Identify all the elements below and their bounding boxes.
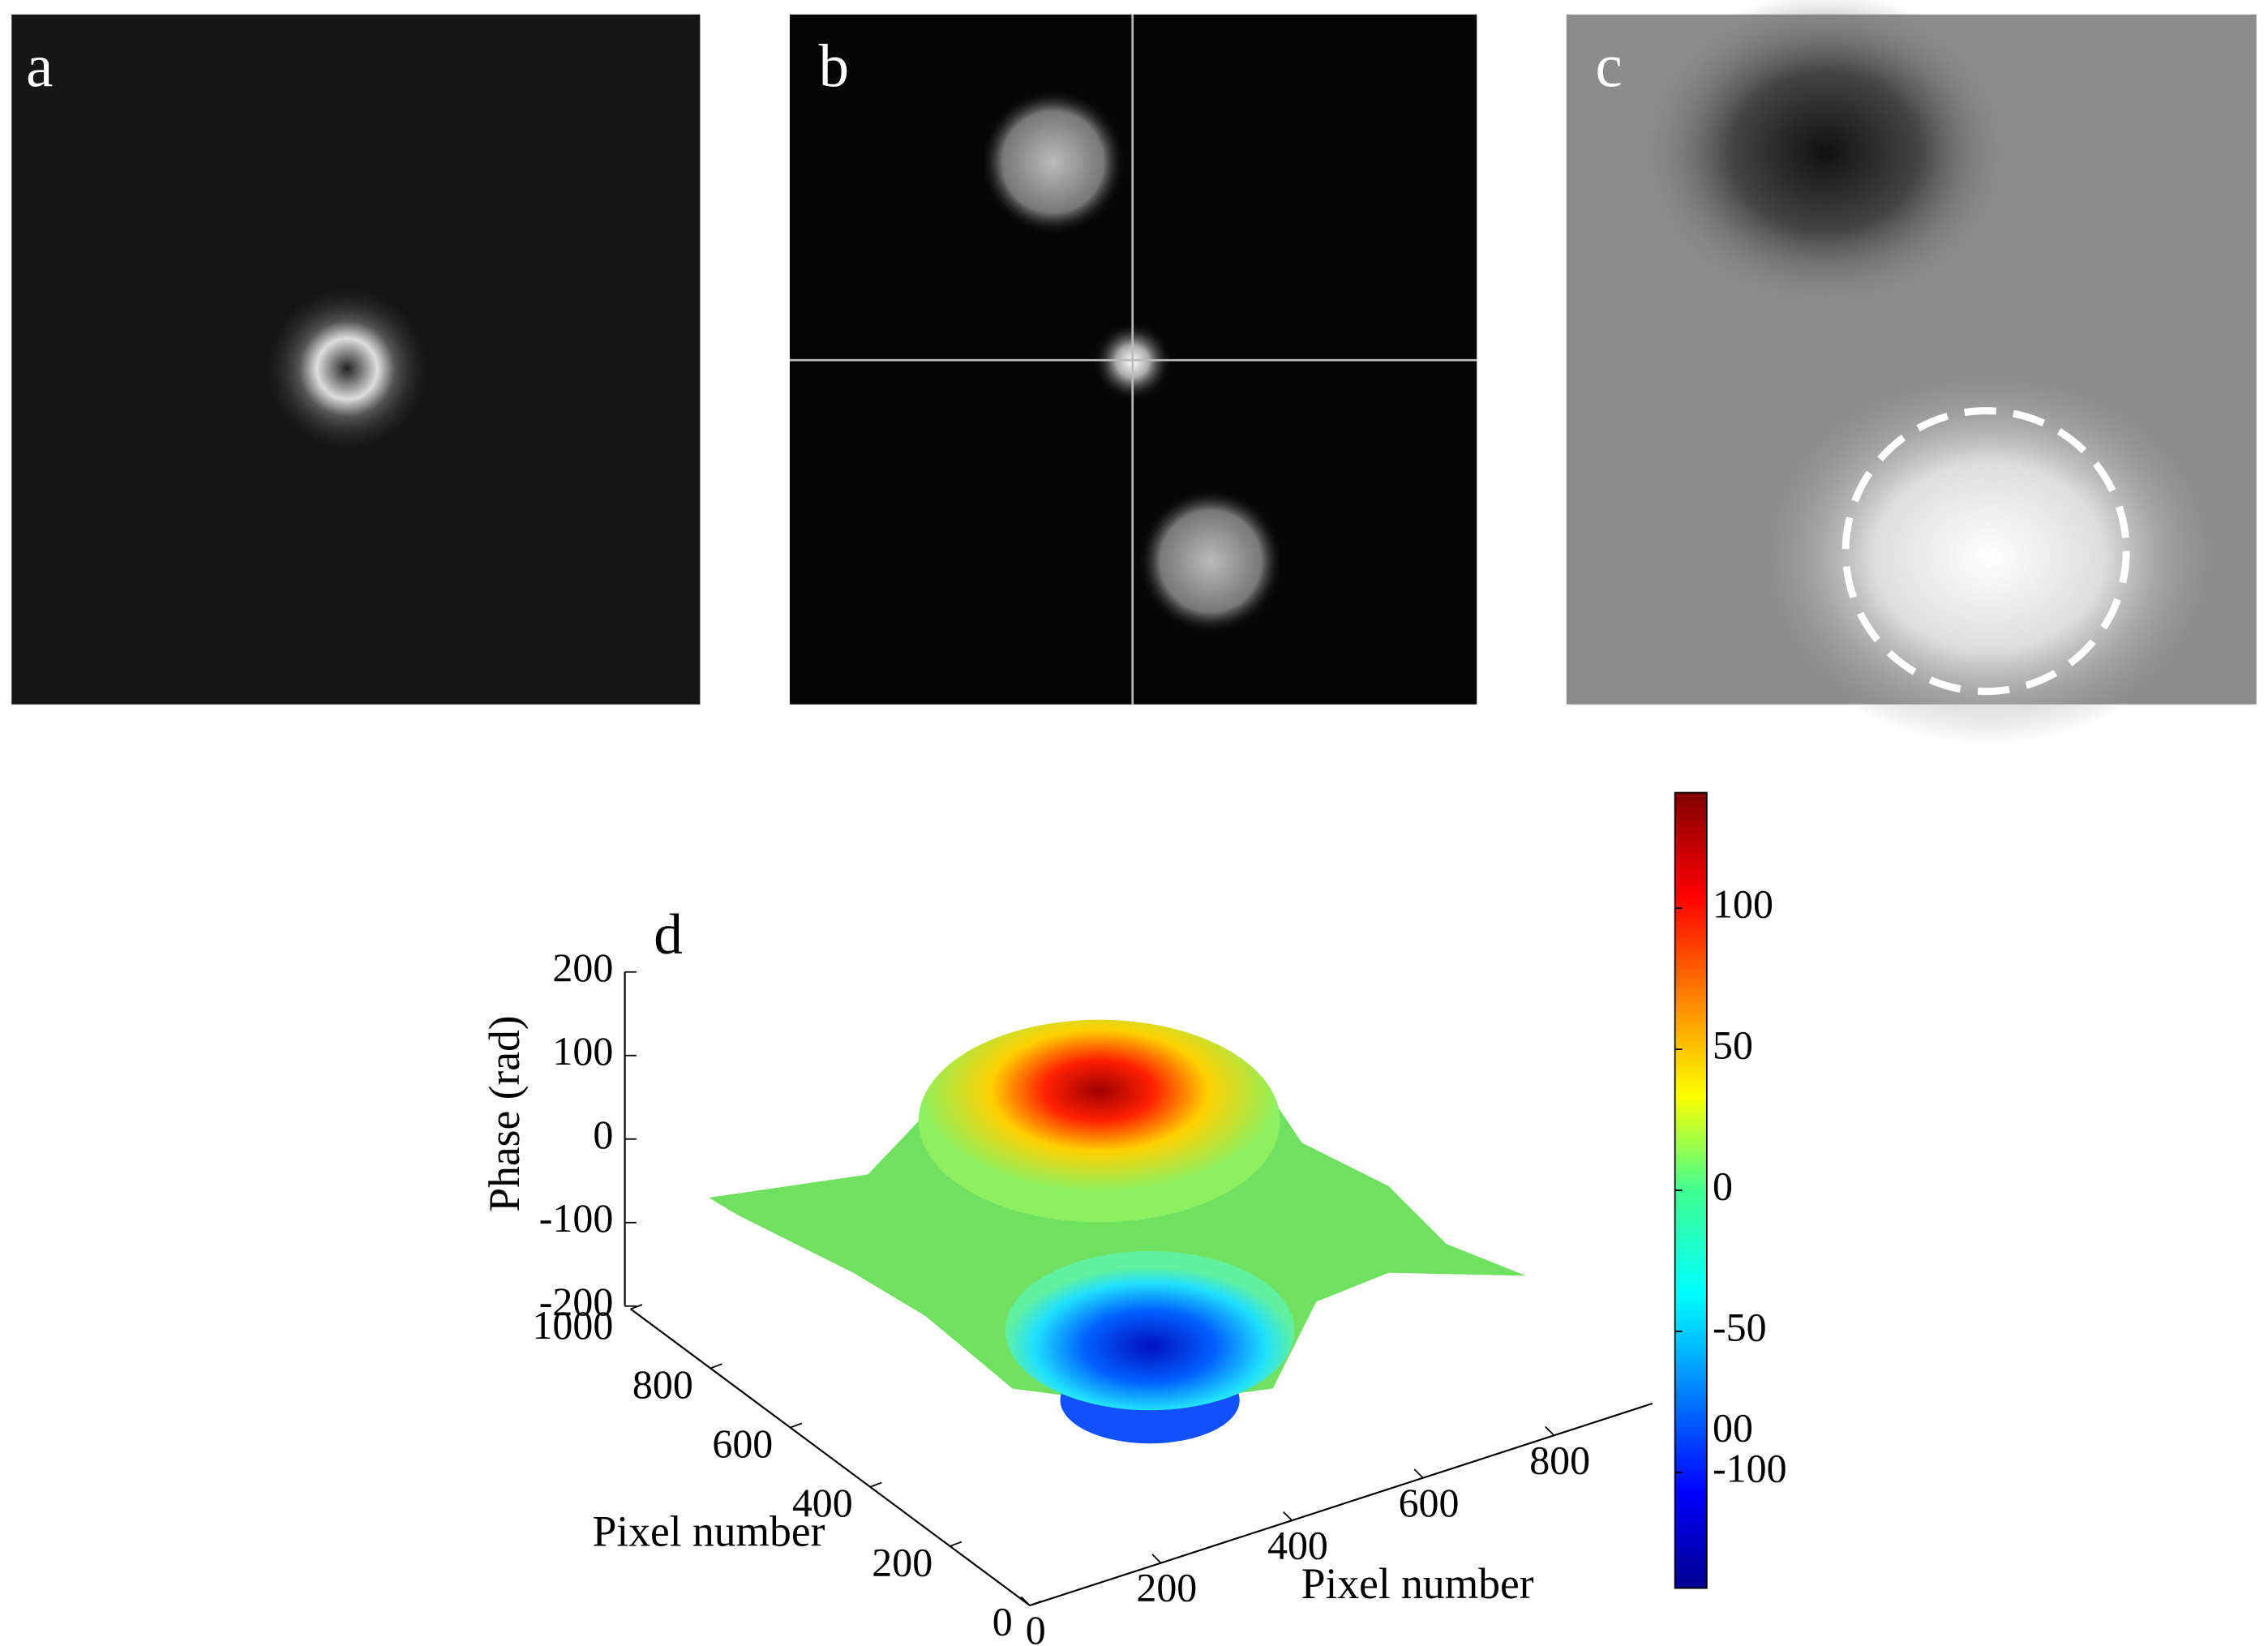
colorbar-tick-label: -50 xyxy=(1713,1304,1767,1349)
spectrum-order xyxy=(980,89,1125,234)
y-tick-label: 200 xyxy=(872,1539,932,1584)
surface-peak xyxy=(918,1019,1280,1223)
panel-label: a xyxy=(26,32,53,100)
x-tick-label: 800 xyxy=(1529,1437,1590,1482)
colorbar-tick-label: 100 xyxy=(1713,881,1773,927)
x-tick-label: 400 xyxy=(1267,1522,1328,1567)
x-tick xyxy=(1282,1511,1293,1521)
colorbar-tick-label: -100 xyxy=(1713,1445,1787,1490)
z-tick-label: -200 xyxy=(539,1279,614,1324)
y-tick-label: 1000 xyxy=(532,1302,613,1348)
colorbar-annotation: 00 xyxy=(1713,1404,1753,1450)
x-tick xyxy=(1020,1596,1031,1606)
x-tick xyxy=(1151,1554,1162,1564)
surface-sheet xyxy=(709,1070,1526,1406)
y-tick-label: 400 xyxy=(792,1480,853,1525)
x-tick xyxy=(1413,1468,1424,1479)
z-tick-label: 100 xyxy=(552,1028,613,1074)
y-tick xyxy=(630,1304,643,1310)
x-tick-label: 600 xyxy=(1399,1480,1460,1525)
colorbar-tick-label: 50 xyxy=(1713,1022,1753,1068)
y-tick xyxy=(950,1541,963,1547)
panel-label: d xyxy=(654,902,683,967)
surface xyxy=(709,1019,1526,1444)
surface-trough xyxy=(1005,1251,1295,1411)
spectrum-order xyxy=(1138,488,1284,634)
dashed-circle xyxy=(1841,407,2130,696)
y-axis-label: Pixel number xyxy=(593,1507,825,1556)
colorbar-tick-label: 0 xyxy=(1713,1164,1733,1209)
z-tick-label: 0 xyxy=(593,1112,613,1157)
fringe xyxy=(260,281,435,456)
y-tick-label: 800 xyxy=(632,1361,693,1407)
z-axis-label: Phase (rad) xyxy=(480,1015,529,1211)
panel-label: c xyxy=(1596,32,1623,100)
y-tick xyxy=(869,1481,882,1488)
y-tick-label: 600 xyxy=(712,1421,773,1466)
dark-region xyxy=(1637,0,2013,311)
panel-label: b xyxy=(819,32,849,100)
y-tick-label: 0 xyxy=(993,1598,1013,1644)
colorbar xyxy=(1674,791,1708,1589)
x-tick xyxy=(1545,1425,1555,1436)
bright-region xyxy=(1757,368,2221,745)
y-axis xyxy=(630,1308,1031,1606)
x-axis-label: Pixel number xyxy=(1301,1559,1534,1608)
z-tick-label: 200 xyxy=(552,945,613,990)
x-tick-label: 0 xyxy=(1026,1607,1046,1646)
y-tick xyxy=(710,1363,722,1370)
x-tick-label: 200 xyxy=(1136,1565,1197,1610)
x-axis xyxy=(1029,1402,1653,1607)
z-tick-label: -100 xyxy=(539,1195,614,1241)
y-tick xyxy=(790,1422,803,1429)
